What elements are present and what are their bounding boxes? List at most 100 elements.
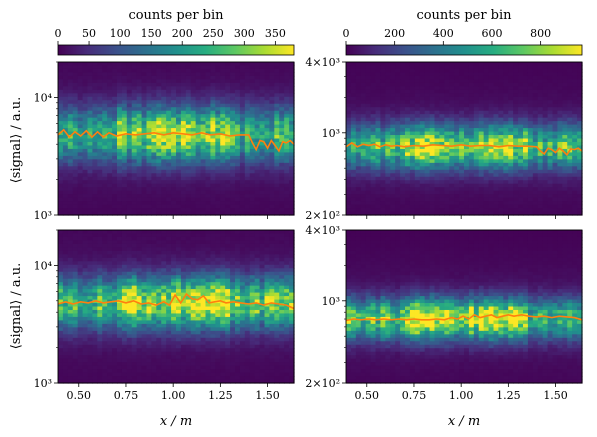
heatmap-cell — [131, 169, 138, 174]
heatmap-cell — [235, 152, 241, 157]
heatmap-cell — [72, 355, 79, 360]
heatmap-cell — [171, 208, 177, 213]
heatmap-cell — [239, 166, 246, 171]
heatmap-cell — [215, 162, 221, 167]
heatmap-cell — [244, 138, 251, 143]
heatmap-cell — [185, 107, 192, 112]
heatmap-cell — [215, 100, 221, 105]
heatmap-cell — [102, 183, 108, 188]
heatmap-cell — [355, 65, 362, 70]
heatmap-cell — [385, 169, 391, 174]
heatmap-cell — [82, 247, 89, 252]
heatmap-cell — [117, 62, 123, 67]
heatmap-cell — [107, 103, 113, 108]
heatmap-cell — [577, 148, 583, 154]
heatmap-cell — [350, 82, 357, 87]
heatmap-cell — [370, 155, 377, 160]
heatmap-cell — [200, 162, 207, 167]
heatmap-cell — [370, 159, 377, 164]
heatmap-cell — [577, 121, 583, 126]
heatmap-cell — [395, 65, 401, 70]
heatmap-cell — [365, 121, 372, 126]
heatmap-cell — [518, 141, 524, 147]
heatmap-cell — [503, 148, 509, 154]
heatmap-cell — [72, 316, 79, 322]
heatmap-cell — [180, 211, 187, 216]
heatmap-cell — [180, 204, 187, 209]
heatmap-cell — [166, 117, 172, 122]
heatmap-cell — [464, 166, 470, 171]
heatmap-cell — [537, 86, 544, 91]
heatmap-cell — [289, 173, 295, 178]
heatmap-cell — [77, 296, 84, 301]
heatmap-cell — [464, 117, 470, 122]
heatmap-cell — [449, 159, 455, 164]
heatmap-cell — [67, 247, 74, 252]
heatmap-cell — [166, 62, 172, 67]
heatmap-cell — [82, 254, 89, 259]
heatmap-cell — [205, 135, 212, 140]
heatmap-cell — [180, 187, 187, 192]
heatmap-cell — [249, 155, 256, 160]
heatmap-cell — [527, 211, 534, 216]
heatmap-cell — [62, 148, 69, 154]
heatmap-cell — [483, 159, 490, 164]
heatmap-cell — [220, 211, 226, 216]
heatmap-cell — [274, 183, 280, 188]
heatmap-cell — [112, 79, 118, 84]
heatmap-cell — [552, 159, 559, 164]
heatmap-cell — [547, 86, 554, 91]
heatmap-cell — [205, 197, 212, 202]
heatmap-cell — [215, 128, 221, 133]
heatmap-cell — [97, 169, 103, 174]
heatmap-cell — [264, 82, 271, 87]
heatmap-cell — [370, 176, 377, 181]
heatmap-cell — [121, 197, 128, 202]
heatmap-cell — [205, 180, 212, 185]
heatmap-cell — [180, 65, 187, 70]
heatmap-cell — [454, 190, 460, 195]
heatmap-cell — [146, 128, 153, 133]
heatmap-cell — [126, 285, 133, 290]
heatmap-cell — [102, 233, 108, 238]
heatmap-cell — [562, 89, 568, 94]
heatmap-cell — [493, 86, 500, 91]
heatmap-cell — [365, 211, 372, 216]
heatmap-cell — [419, 197, 426, 202]
heatmap-cell — [439, 86, 445, 91]
heatmap-cell — [434, 159, 441, 164]
heatmap-cell — [215, 65, 221, 70]
heatmap-cell — [380, 86, 386, 91]
heatmap-cell — [508, 145, 514, 150]
heatmap-cell — [171, 89, 177, 94]
heatmap-cell — [141, 187, 148, 192]
heatmap-cell — [215, 201, 221, 206]
heatmap-cell — [532, 131, 539, 136]
heatmap-cell — [102, 124, 108, 129]
heatmap-cell — [269, 100, 275, 105]
heatmap-cell — [112, 173, 118, 178]
heatmap-cell — [102, 197, 108, 202]
heatmap-cell — [269, 121, 275, 126]
heatmap-cell — [97, 372, 103, 377]
heatmap-cell — [102, 190, 108, 195]
heatmap-cell — [414, 117, 421, 122]
heatmap-cell — [72, 323, 79, 328]
heatmap-cell — [508, 65, 514, 70]
heatmap-cell — [131, 230, 138, 235]
heatmap-cell — [449, 148, 455, 154]
heatmap-cell — [355, 117, 362, 122]
heatmap-cell — [235, 176, 241, 181]
heatmap-cell — [355, 169, 362, 174]
heatmap-cell — [557, 117, 563, 122]
heatmap-cell — [532, 155, 539, 160]
heatmap-cell — [62, 337, 69, 342]
heatmap-cell — [264, 187, 271, 192]
heatmap-cell — [126, 173, 133, 178]
heatmap-cell — [552, 155, 559, 160]
heatmap-cell — [360, 75, 367, 80]
heatmap-cell — [244, 159, 251, 164]
heatmap-cell — [200, 89, 207, 94]
heatmap-cell — [355, 82, 362, 87]
heatmap-cell — [289, 211, 295, 216]
